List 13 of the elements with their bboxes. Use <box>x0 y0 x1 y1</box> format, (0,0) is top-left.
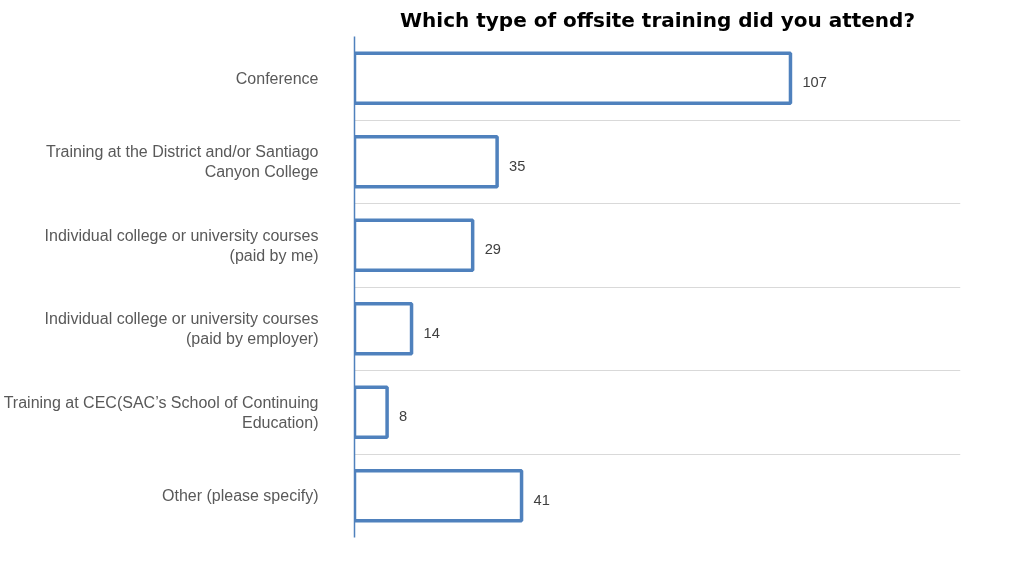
y-tick-label: Conference <box>235 69 319 87</box>
y-tick-label: Individual college or university courses (paid by employer) <box>44 310 319 348</box>
y-tick-label: Individual college or university courses (paid by me) <box>44 226 319 264</box>
data-label: 107 <box>802 74 827 91</box>
data-label: 41 <box>533 491 550 508</box>
y-tick-label: Training at the District and/or Santiago Canyon College <box>46 143 319 181</box>
chart-title: Which type of offsite training did you attend? <box>400 7 915 32</box>
y-tick-label: Other (please specify) <box>161 487 319 505</box>
data-label: 8 <box>399 408 408 425</box>
y-tick-label: Training at CEC(SAC’s School of Continuing Education) <box>3 393 319 431</box>
data-label: 35 <box>509 157 526 174</box>
data-label: 29 <box>484 241 501 258</box>
data-label: 14 <box>423 324 440 341</box>
